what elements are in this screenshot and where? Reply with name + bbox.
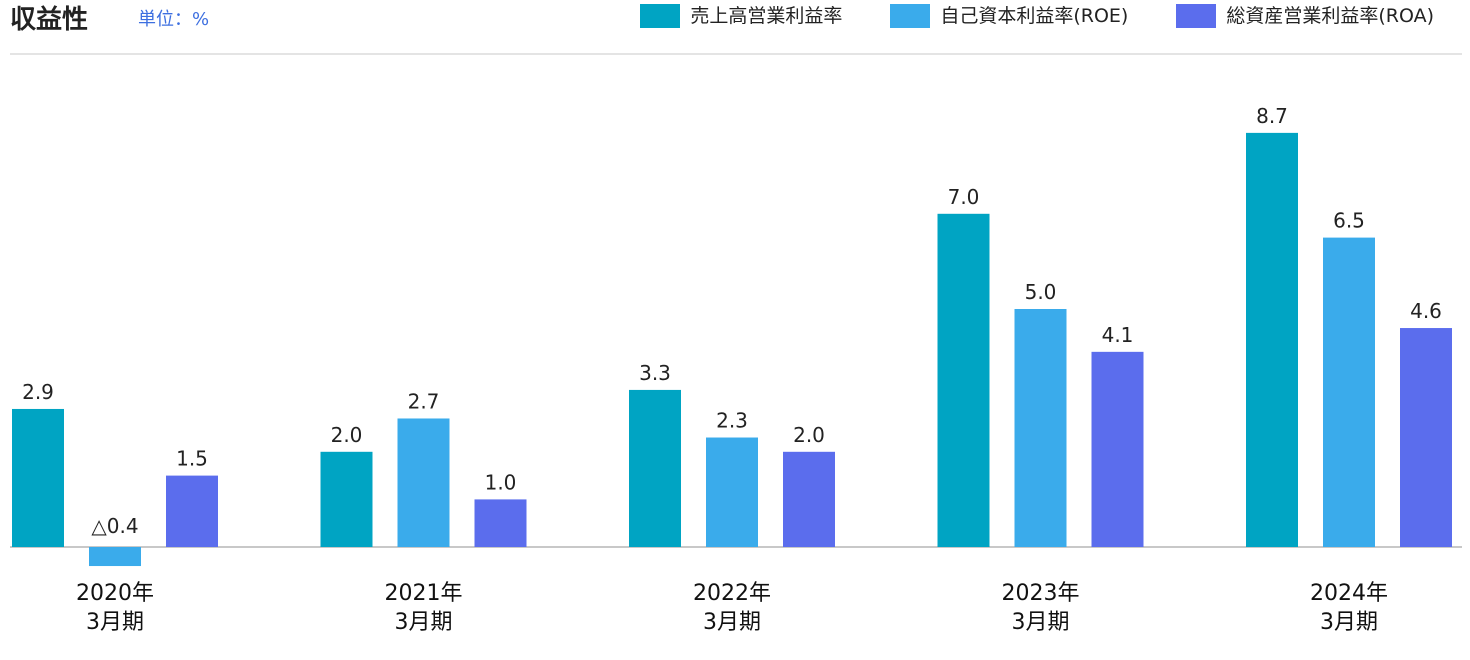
bar-s1-c0	[89, 547, 141, 567]
bar-s1-c1	[397, 418, 450, 547]
legend-swatch-roa	[1176, 4, 1217, 28]
category-label-4-line1: 3月期	[1320, 610, 1378, 635]
legend-swatch-operating-margin	[640, 4, 681, 28]
legend-label-operating-margin: 売上高営業利益率	[690, 5, 843, 27]
data-label-s2-c0: 1.5	[176, 447, 208, 471]
legend-swatch-roe	[890, 4, 931, 28]
bar-s1-c4	[1323, 237, 1375, 547]
data-label-s2-c3: 4.1	[1102, 323, 1134, 347]
data-label-s2-c1: 1.0	[485, 470, 517, 494]
bar-s0-c2	[629, 389, 681, 547]
category-label-4-line0: 2024年	[1310, 581, 1388, 606]
category-label-2-line1: 3月期	[703, 610, 761, 635]
category-label-1-line0: 2021年	[385, 581, 463, 606]
bar-s0-c4	[1246, 132, 1298, 547]
category-label-1-line1: 3月期	[395, 610, 453, 635]
bar-s1-c2	[706, 437, 758, 547]
data-label-s1-c1: 2.7	[408, 389, 440, 413]
data-label-s0-c3: 7.0	[948, 185, 980, 209]
data-label-s0-c1: 2.0	[331, 423, 363, 447]
data-label-s1-c0: △0.4	[91, 514, 138, 538]
bar-s0-c1	[320, 451, 373, 547]
category-label-0-line0: 2020年	[76, 581, 154, 606]
data-label-s1-c2: 2.3	[716, 409, 748, 433]
category-label-3-line0: 2023年	[1002, 581, 1080, 606]
category-label-3-line1: 3月期	[1012, 610, 1070, 635]
data-label-s2-c2: 2.0	[793, 423, 825, 447]
bar-s2-c2	[783, 451, 835, 547]
data-label-s2-c4: 4.6	[1410, 299, 1442, 323]
data-label-s0-c4: 8.7	[1256, 104, 1288, 128]
data-label-s1-c4: 6.5	[1333, 209, 1365, 233]
legend-item-operating-margin: 売上高営業利益率	[640, 3, 842, 29]
data-label-s0-c2: 3.3	[639, 361, 671, 385]
category-label-2-line0: 2022年	[693, 581, 771, 606]
bar-s2-c0	[166, 475, 218, 547]
header-divider	[10, 53, 1462, 55]
bar-s2-c4	[1400, 328, 1452, 547]
legend-label-roa: 総資産営業利益率(ROA)	[1226, 5, 1434, 27]
bar-s1-c3	[1014, 309, 1067, 547]
chart-header: 収益性 単位：% 売上高営業利益率 自己資本利益率(ROE) 総資産営業利益率(…	[0, 0, 1470, 54]
chart-title: 収益性	[10, 5, 89, 35]
chart-legend: 売上高営業利益率 自己資本利益率(ROE) 総資産営業利益率(ROA)	[592, 3, 1434, 29]
bar-s0-c0	[12, 408, 64, 547]
bar-s0-c3	[937, 213, 990, 548]
category-label-0-line1: 3月期	[86, 610, 144, 635]
legend-item-roa: 総資産営業利益率(ROA)	[1176, 3, 1434, 29]
legend-label-roe: 自己資本利益率(ROE)	[940, 5, 1129, 27]
legend-item-roe: 自己資本利益率(ROE)	[890, 3, 1128, 29]
data-label-s0-c0: 2.9	[22, 380, 54, 404]
bar-s2-c3	[1091, 351, 1144, 547]
bar-s2-c1	[474, 499, 527, 547]
unit-label: 単位：%	[138, 9, 210, 30]
data-label-s1-c3: 5.0	[1025, 280, 1057, 304]
